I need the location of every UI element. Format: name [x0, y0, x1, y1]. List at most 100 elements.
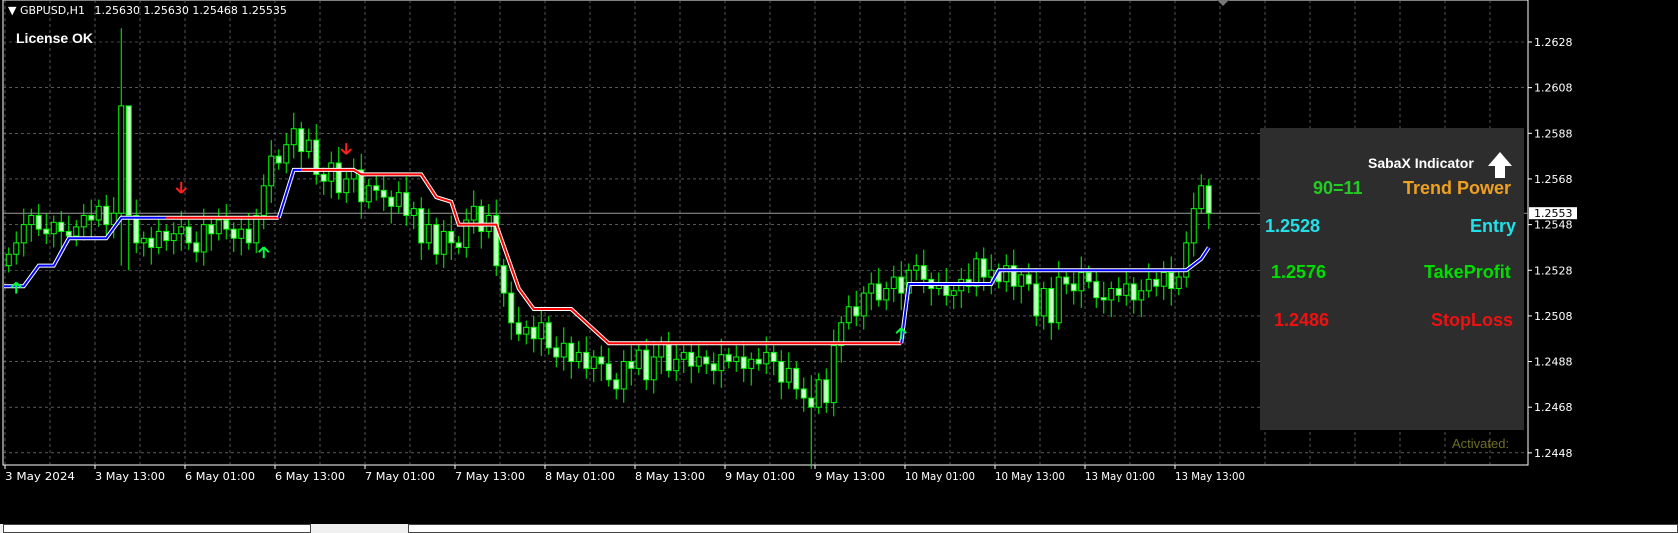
candle-body: [590, 356, 597, 369]
candle-body: [88, 214, 95, 221]
candle: [523, 320, 530, 345]
y-tick-label: 1.2468: [1534, 401, 1573, 414]
sell-trend-line: [301, 168, 902, 345]
candle-body: [140, 237, 147, 244]
candle-body: [740, 356, 747, 369]
candle-body: [695, 356, 702, 367]
candle: [560, 327, 567, 371]
takeprofit-label: TakeProfit: [1424, 262, 1511, 282]
candle: [770, 345, 777, 376]
candle-body: [95, 205, 102, 221]
candle-body: [335, 162, 342, 194]
x-tick-label: 9 May 13:00: [815, 470, 885, 483]
candle-body: [1055, 276, 1062, 324]
candle: [1018, 267, 1025, 304]
candle-body: [1130, 283, 1137, 301]
candle: [710, 352, 717, 385]
candle: [290, 112, 297, 159]
candle-body: [568, 342, 575, 363]
candle: [80, 204, 87, 241]
candle-body: [673, 358, 680, 372]
y-tick-label: 1.2608: [1534, 82, 1573, 95]
candle: [448, 215, 455, 260]
candle: [808, 375, 815, 469]
chart-tab[interactable]: [3, 524, 311, 533]
x-tick-label: 7 May 01:00: [365, 470, 435, 483]
sell-arrow-icon: [340, 143, 352, 155]
candle-body: [358, 169, 365, 203]
candle: [238, 217, 245, 256]
candle-body: [1025, 274, 1032, 285]
candle-body: [755, 358, 762, 365]
candle-body: [1100, 297, 1107, 301]
candle: [283, 133, 290, 174]
candle-body: [380, 189, 387, 198]
candle-body: [305, 139, 312, 153]
candle: [58, 210, 65, 249]
candle: [373, 174, 380, 201]
candle-body: [688, 351, 695, 367]
y-tick-label: 1.2508: [1534, 310, 1573, 323]
candle-body: [185, 226, 192, 244]
trend-power-value: 90=11: [1313, 178, 1363, 198]
y-tick-label: 1.2548: [1534, 219, 1573, 232]
candle-body: [845, 306, 852, 324]
current-price-box: [1529, 207, 1577, 220]
candle: [440, 220, 447, 268]
candle: [1160, 261, 1167, 300]
candle: [1055, 261, 1062, 330]
candle: [635, 343, 642, 376]
candle-body: [500, 265, 507, 294]
chart-tab[interactable]: [408, 524, 1678, 533]
x-tick-label: 6 May 01:00: [185, 470, 255, 483]
dropdown-triangle-icon[interactable]: ▼: [8, 4, 17, 17]
candle: [1168, 256, 1175, 306]
candle: [800, 377, 807, 412]
candle: [860, 286, 867, 330]
y-tick-label: 1.2568: [1534, 173, 1573, 186]
buy-trend-line: [4, 216, 167, 288]
candle-body: [1198, 185, 1205, 210]
candle: [823, 368, 830, 413]
candle-body: [35, 214, 42, 230]
candle: [35, 204, 42, 237]
candle: [620, 350, 627, 403]
candle: [500, 258, 507, 307]
candle-body: [238, 228, 245, 239]
buy-arrow-icon: [895, 327, 907, 340]
candle-body: [433, 224, 440, 255]
candle: [1093, 270, 1100, 308]
candle-body: [215, 219, 222, 235]
candle-body: [733, 356, 740, 363]
candle-body: [1115, 288, 1122, 296]
candle: [845, 295, 852, 330]
candle-body: [20, 224, 27, 244]
candle-body: [260, 185, 267, 216]
candle: [418, 197, 425, 260]
candle-body: [148, 237, 155, 248]
candle: [140, 231, 147, 257]
candle-body: [1085, 272, 1092, 283]
candle-body: [853, 306, 860, 317]
buy-trend-line: [900, 246, 1210, 344]
candle-body: [1048, 288, 1055, 324]
candle-body: [560, 342, 567, 358]
candle-body: [133, 214, 140, 244]
candle: [305, 128, 312, 159]
candle: [125, 105, 132, 271]
candle-body: [785, 367, 792, 383]
candle-body: [658, 342, 665, 358]
candle-body: [598, 356, 605, 365]
candle-body: [395, 192, 402, 207]
candle-body: [898, 276, 905, 294]
candle-body: [455, 242, 462, 248]
candle: [455, 236, 462, 255]
candle-body: [718, 354, 725, 372]
x-tick-label: 13 May 01:00: [1085, 470, 1155, 483]
candle-body: [1138, 290, 1145, 301]
buy-trend-line: [277, 168, 302, 219]
candle-body: [1108, 288, 1115, 301]
candle-body: [1183, 242, 1190, 278]
candle-body: [1153, 278, 1160, 287]
candle-body: [575, 351, 582, 363]
